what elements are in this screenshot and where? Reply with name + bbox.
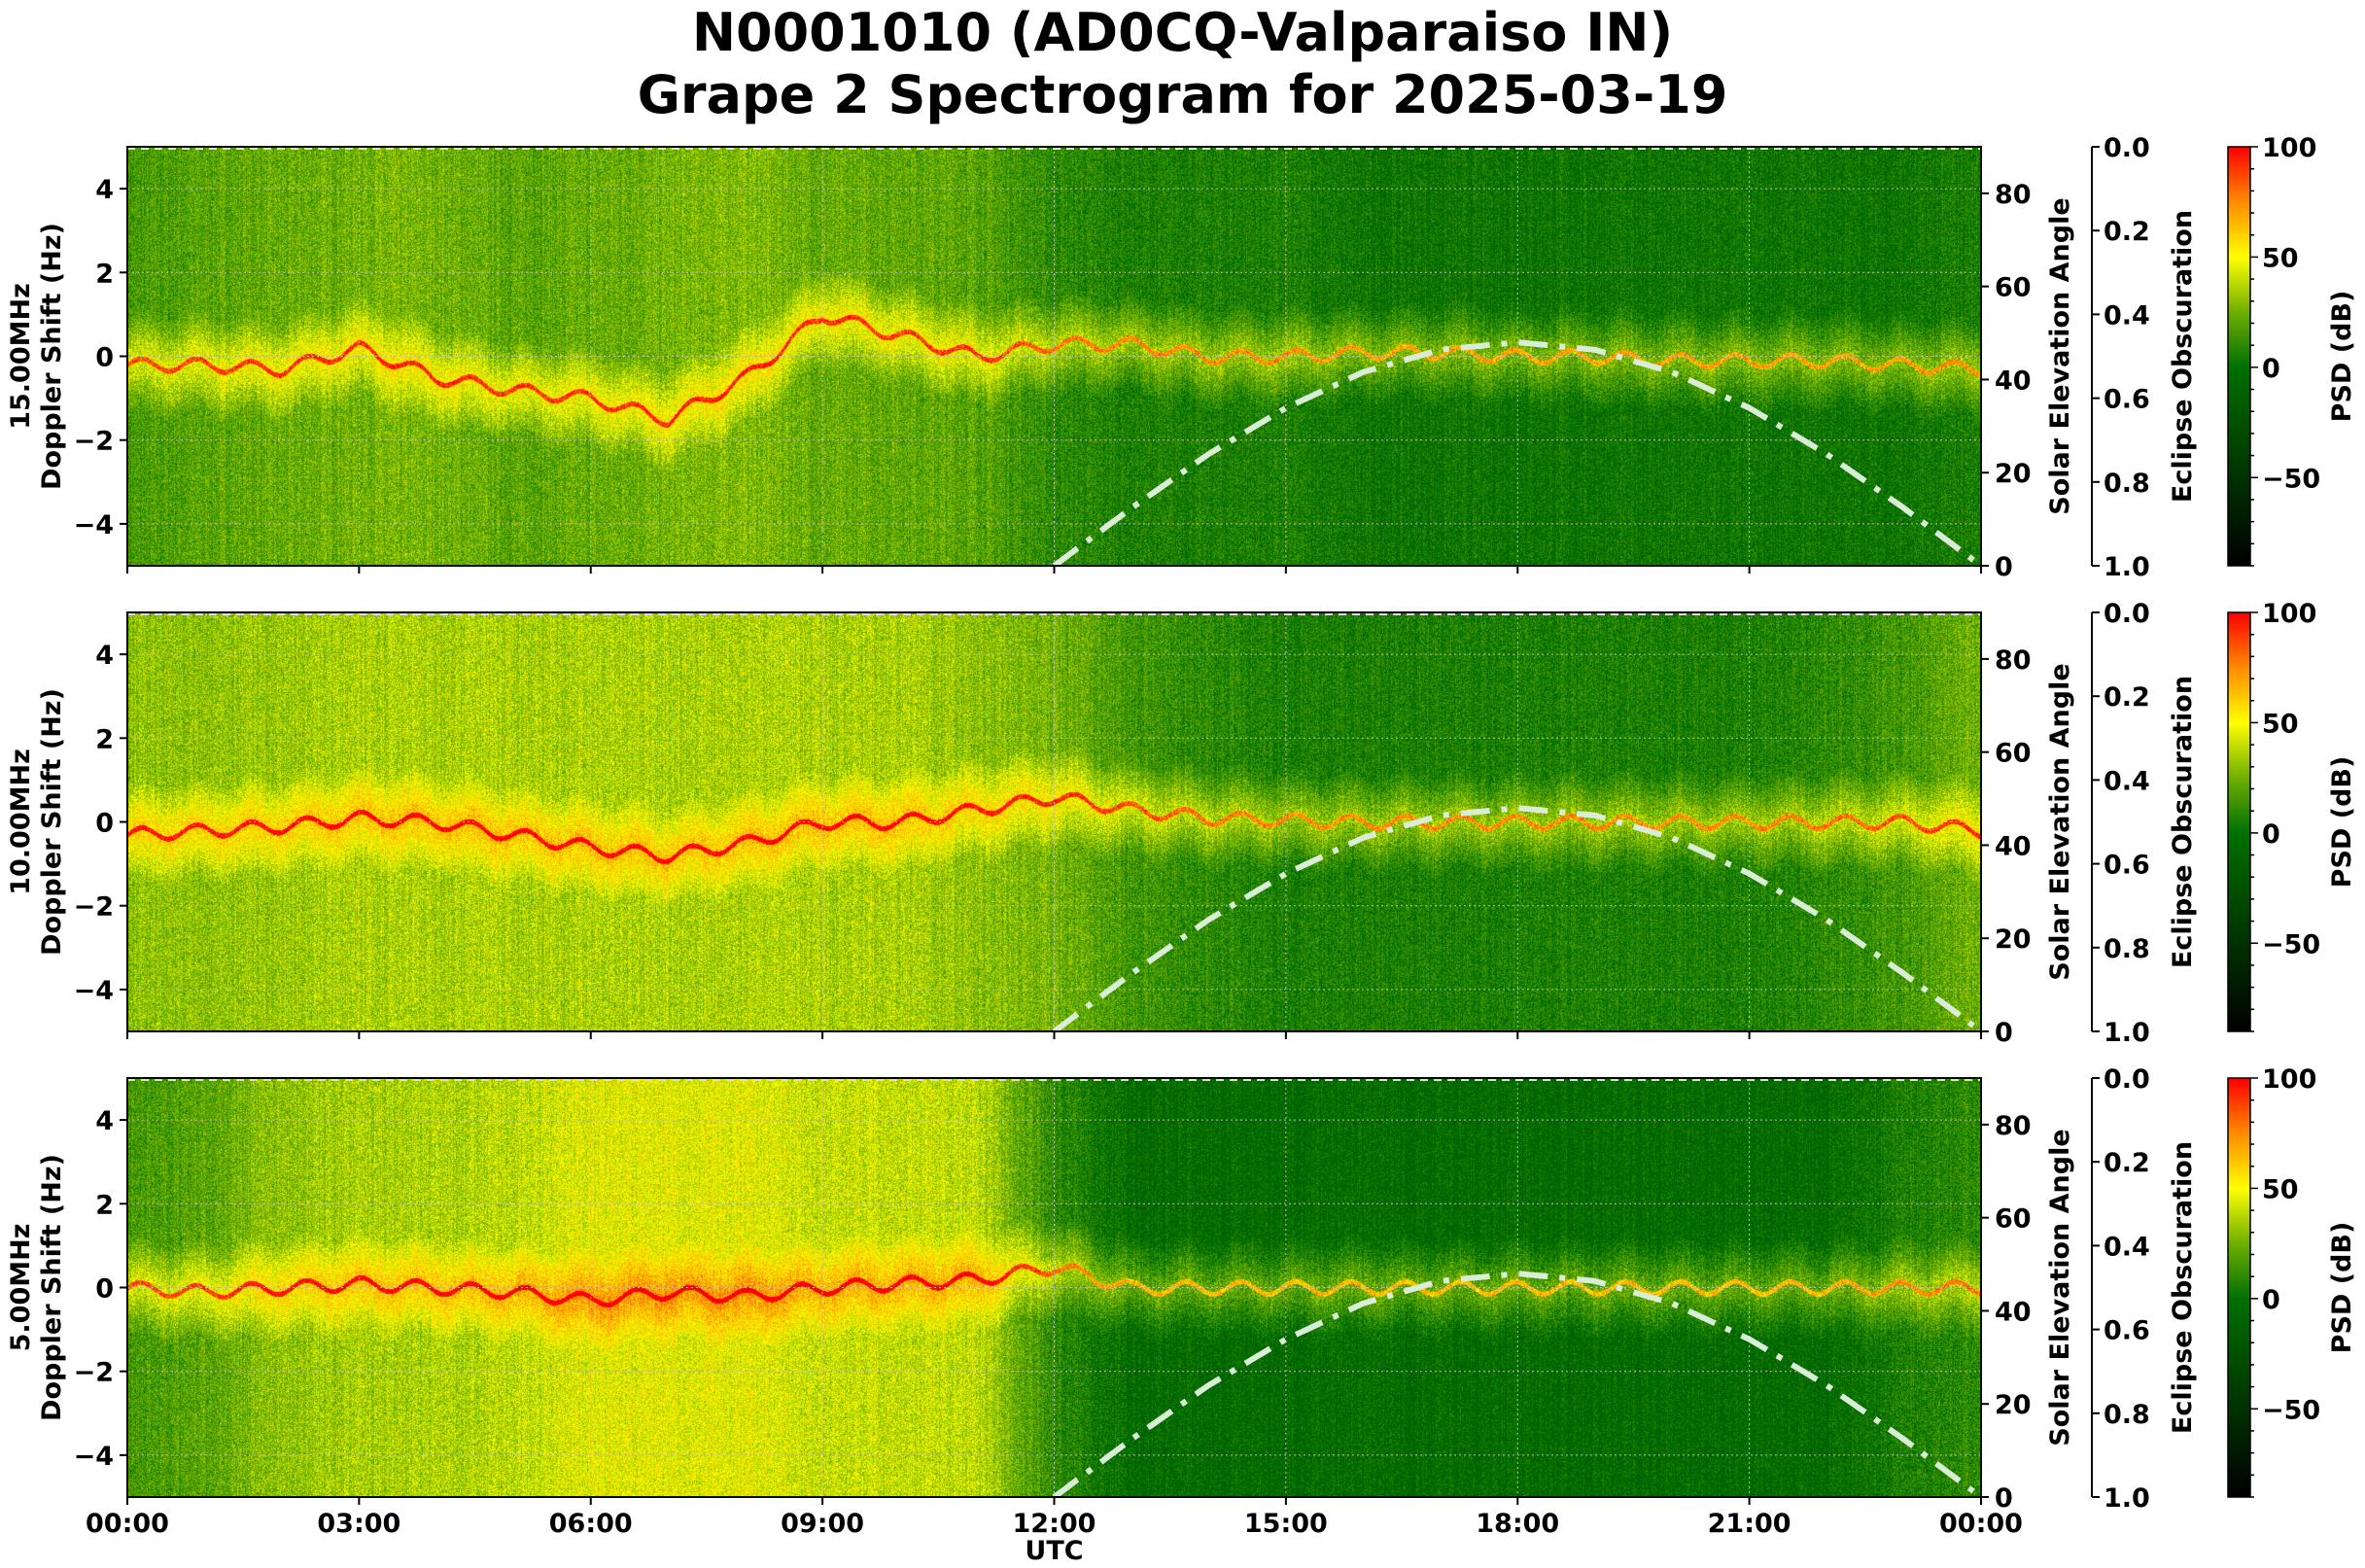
x-tick-label: 00:00 bbox=[1939, 1509, 2023, 1539]
colorbar-tick-label: −50 bbox=[2262, 464, 2320, 494]
y-tick-label: 0 bbox=[95, 1274, 114, 1305]
panel-frequency-label: 15.00MHz bbox=[6, 283, 36, 430]
solar-tick-label: 80 bbox=[1995, 1111, 2032, 1141]
y-tick-label: 4 bbox=[95, 641, 114, 671]
x-tick-label: 15:00 bbox=[1244, 1509, 1328, 1539]
solar-tick-label: 80 bbox=[1995, 645, 2032, 676]
eclipse-tick-label: 0.6 bbox=[2104, 1316, 2150, 1346]
colorbar-tick-label: 0 bbox=[2262, 819, 2280, 850]
solar-axis-label: Solar Elevation Angle bbox=[2045, 1129, 2075, 1446]
x-axis-label: UTC bbox=[1025, 1536, 1083, 1566]
y-tick-label: 4 bbox=[95, 175, 114, 205]
colorbar-tick-label: 50 bbox=[2262, 243, 2299, 273]
solar-tick-label: 80 bbox=[1995, 180, 2032, 210]
x-tick-label: 12:00 bbox=[1013, 1509, 1096, 1539]
eclipse-tick-label: 0.4 bbox=[2104, 1232, 2150, 1262]
y-tick-label: −4 bbox=[74, 976, 114, 1006]
eclipse-tick-label: 0.8 bbox=[2104, 1400, 2150, 1430]
colorbar-tick-label: 100 bbox=[2262, 133, 2316, 163]
colorbar-tick-label: 100 bbox=[2262, 599, 2316, 629]
colorbar-tick-label: 100 bbox=[2262, 1064, 2316, 1095]
y-tick-label: 4 bbox=[95, 1106, 114, 1136]
colorbar-label: PSD (dB) bbox=[2327, 291, 2357, 423]
solar-axis-label: Solar Elevation Angle bbox=[2045, 197, 2075, 514]
solar-tick-label: 20 bbox=[1995, 1390, 2032, 1420]
solar-tick-label: 40 bbox=[1995, 831, 2032, 861]
eclipse-axis-label: Eclipse Obscuration bbox=[2168, 676, 2198, 968]
colorbar-tick-label: −50 bbox=[2262, 929, 2320, 959]
eclipse-tick-label: 0.2 bbox=[2104, 1148, 2150, 1178]
colorbar-5mhz bbox=[2228, 1078, 2250, 1497]
colorbar-frame bbox=[2227, 146, 2251, 567]
eclipse-tick-label: 0.6 bbox=[2104, 851, 2150, 881]
y-tick-label: −2 bbox=[74, 1358, 114, 1388]
x-tick-label: 09:00 bbox=[781, 1509, 864, 1539]
y-tick-label: −4 bbox=[74, 510, 114, 540]
x-tick-label: 06:00 bbox=[549, 1509, 633, 1539]
x-tick-label: 18:00 bbox=[1476, 1509, 1559, 1539]
colorbar-frame bbox=[2227, 1077, 2251, 1498]
colorbar-tick-label: 50 bbox=[2262, 1174, 2299, 1204]
colorbar-label: PSD (dB) bbox=[2327, 1222, 2357, 1354]
solar-tick-label: 20 bbox=[1995, 924, 2032, 955]
solar-tick-label: 0 bbox=[1995, 552, 2013, 582]
x-tick-label: 00:00 bbox=[86, 1509, 169, 1539]
panel-frequency-label: 5.00MHz bbox=[6, 1224, 36, 1352]
solar-elevation-line bbox=[1052, 339, 1975, 569]
y-tick-label: 2 bbox=[95, 1190, 114, 1220]
y-tick-label: 2 bbox=[95, 259, 114, 289]
eclipse-tick-label: 0.6 bbox=[2104, 385, 2150, 415]
y-axis-label: Doppler Shift (Hz) bbox=[37, 1154, 67, 1421]
y-tick-label: 2 bbox=[95, 724, 114, 754]
solar-tick-label: 40 bbox=[1995, 366, 2032, 396]
y-tick-label: 0 bbox=[95, 343, 114, 373]
y-tick-label: 0 bbox=[95, 809, 114, 839]
chart-title-line2: Grape 2 Spectrogram for 2025-03-19 bbox=[637, 64, 1728, 125]
colorbar-tick-label: 50 bbox=[2262, 709, 2299, 739]
eclipse-tick-label: 1.0 bbox=[2104, 552, 2150, 582]
eclipse-tick-label: 0.0 bbox=[2104, 1064, 2150, 1095]
eclipse-tick-label: 0.2 bbox=[2104, 682, 2150, 713]
eclipse-tick-label: 1.0 bbox=[2104, 1483, 2150, 1514]
chart-title-line1: N0001010 (AD0CQ-Valparaiso IN) bbox=[691, 2, 1674, 63]
eclipse-tick-label: 0.2 bbox=[2104, 217, 2150, 247]
colorbar-label: PSD (dB) bbox=[2327, 756, 2357, 889]
eclipse-tick-label: 0.0 bbox=[2104, 599, 2150, 629]
solar-tick-label: 20 bbox=[1995, 459, 2032, 489]
eclipse-tick-label: 0.0 bbox=[2104, 133, 2150, 163]
eclipse-tick-label: 0.8 bbox=[2104, 934, 2150, 964]
solar-elevation-line bbox=[1052, 1271, 1975, 1500]
solar-elevation-line bbox=[1052, 805, 1975, 1034]
colorbar-tick-label: −50 bbox=[2262, 1395, 2320, 1425]
colorbar-frame bbox=[2227, 611, 2251, 1032]
y-axis-label: Doppler Shift (Hz) bbox=[37, 223, 67, 490]
panel-frequency-label: 10.00MHz bbox=[6, 749, 36, 895]
solar-tick-label: 40 bbox=[1995, 1297, 2032, 1327]
x-tick-label: 03:00 bbox=[317, 1509, 400, 1539]
eclipse-tick-label: 1.0 bbox=[2104, 1018, 2150, 1048]
colorbar-tick-label: 0 bbox=[2262, 1285, 2280, 1315]
y-tick-label: −2 bbox=[74, 892, 114, 923]
eclipse-axis-label: Eclipse Obscuration bbox=[2168, 1141, 2198, 1434]
y-tick-label: −2 bbox=[74, 427, 114, 457]
solar-tick-label: 60 bbox=[1995, 1204, 2032, 1235]
solar-axis-label: Solar Elevation Angle bbox=[2045, 663, 2075, 980]
colorbar-15mhz bbox=[2228, 147, 2250, 566]
eclipse-axis-label: Eclipse Obscuration bbox=[2168, 210, 2198, 503]
y-tick-label: −4 bbox=[74, 1442, 114, 1472]
x-tick-label: 21:00 bbox=[1708, 1509, 1791, 1539]
eclipse-tick-label: 0.4 bbox=[2104, 300, 2150, 331]
eclipse-tick-label: 0.4 bbox=[2104, 766, 2150, 796]
solar-tick-label: 60 bbox=[1995, 273, 2032, 303]
solar-tick-label: 0 bbox=[1995, 1483, 2013, 1514]
colorbar-tick-label: 0 bbox=[2262, 354, 2280, 384]
colorbar-10mhz bbox=[2228, 612, 2250, 1031]
solar-tick-label: 0 bbox=[1995, 1018, 2013, 1048]
solar-tick-label: 60 bbox=[1995, 739, 2032, 769]
y-axis-label: Doppler Shift (Hz) bbox=[37, 688, 67, 956]
eclipse-tick-label: 0.8 bbox=[2104, 469, 2150, 499]
